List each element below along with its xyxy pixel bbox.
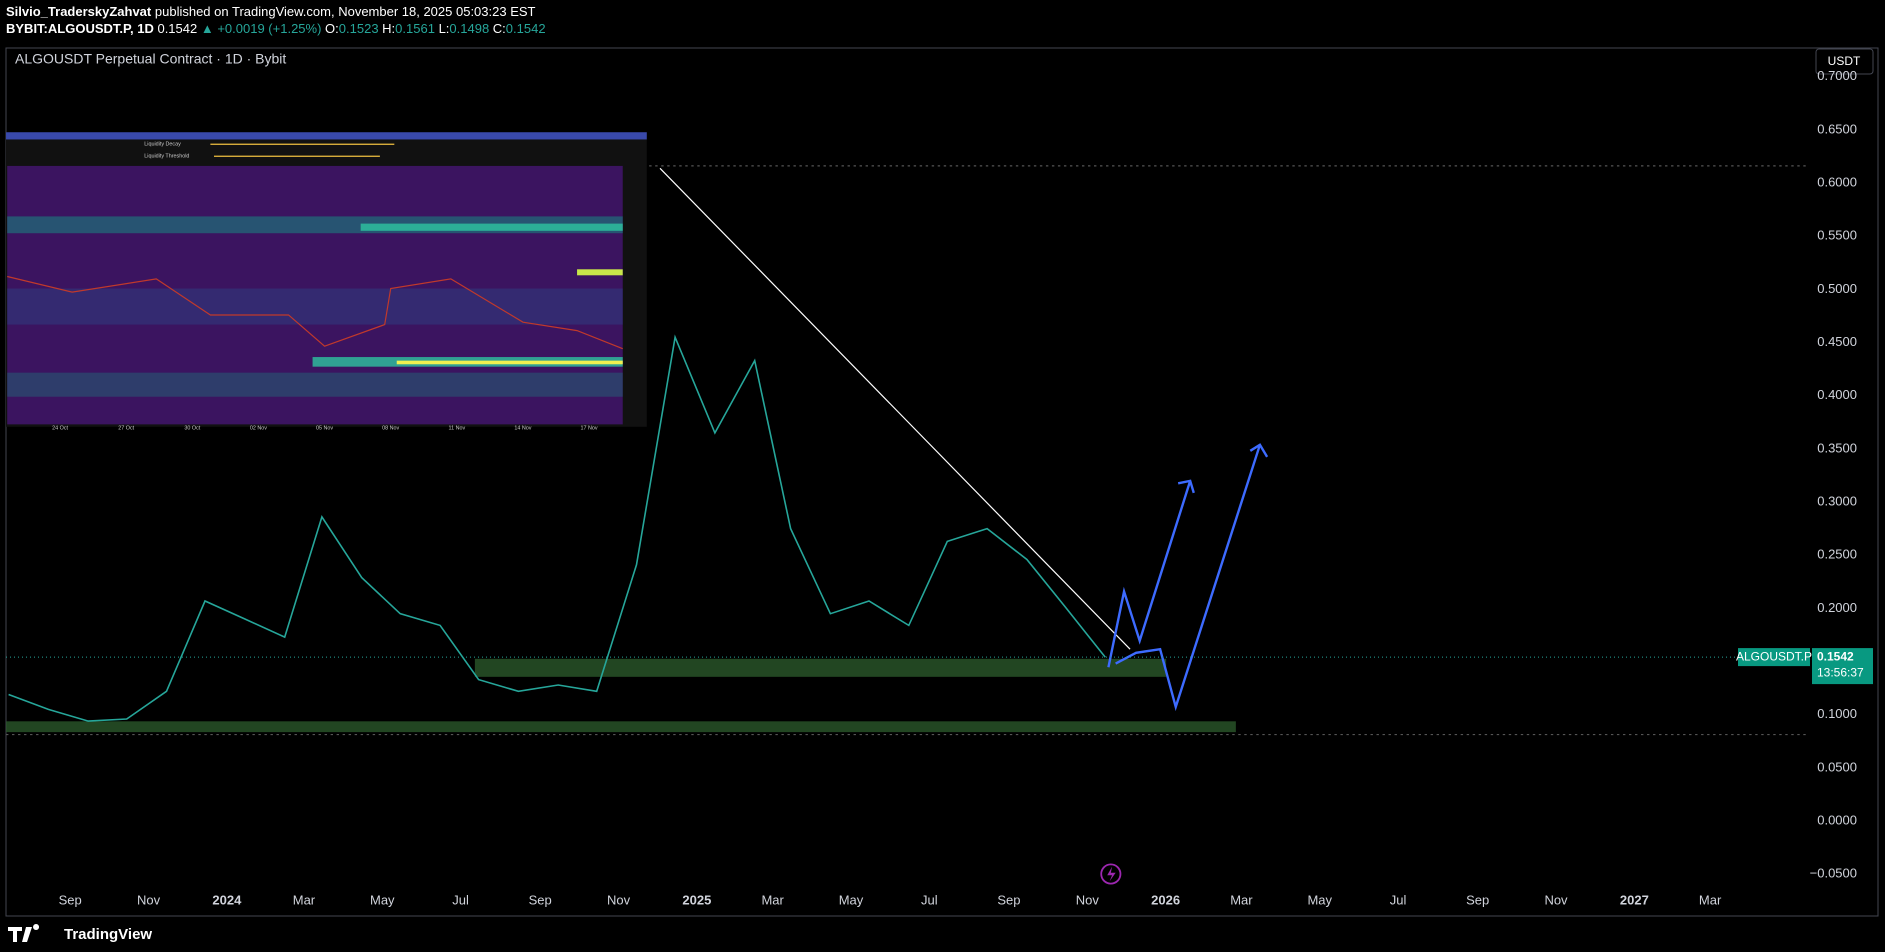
y-tick-label: 0.5500 [1817,228,1857,243]
brand: TradingView [64,926,152,943]
last: 0.1542 [157,21,198,36]
heat-band [360,223,623,231]
arrow-head [1249,443,1269,458]
x-tick-label: Jul [452,892,469,907]
drawings: Liquidity Decay Liquidity Threshold 24 O… [6,132,1810,885]
y-tick-label: 0.2500 [1817,547,1857,562]
y-tick-label: −0.0500 [1810,866,1857,881]
y-tick-label: 0.6500 [1817,121,1857,136]
symbol-tag-text: ALGOUSDT.P [1736,649,1812,663]
x-tick-label: May [370,892,395,907]
x-tick-label: Mar [293,892,316,907]
x-tick-label: Nov [1544,892,1568,907]
inset-date: 08 Nov [382,425,399,431]
event-bolt [1107,866,1116,882]
y-tick-label: 0.1000 [1817,706,1857,721]
inset-control: Liquidity Threshold [144,154,189,160]
price-line [8,334,1106,722]
heatmap [7,165,623,425]
change: ▲ +0.0019 (+1.25%) [200,21,322,36]
l: 0.1498 [449,21,490,36]
heat-band [396,360,623,365]
x-tick-label: 2026 [1151,892,1180,907]
heat-band [7,288,623,325]
projection [1107,480,1192,668]
x-tick-label: May [1307,892,1332,907]
inset-date: 30 Oct [184,425,200,431]
y-tick-label: 0.5000 [1817,281,1857,296]
support-zone [6,721,1236,733]
chart-title: ALGOUSDT Perpetual Contract · 1D · Bybit [15,51,286,67]
inset-date: 24 Oct [52,425,68,431]
inset-date: 11 Nov [448,425,465,431]
countdown: 13:56:37 [1817,665,1864,679]
inset-date: 05 Nov [316,425,333,431]
x-tick-label: 2024 [212,892,242,907]
trendline [659,167,1131,650]
currency[interactable]: USDT [1828,54,1861,68]
inset-date: 14 Nov [514,425,531,431]
x-tick-label: Nov [137,892,161,907]
author[interactable]: Silvio_TraderskyZahvat [6,4,152,19]
o: 0.1523 [338,21,379,36]
y-tick-label: 0.0500 [1817,759,1857,774]
inset-date: 02 Nov [250,425,267,431]
x-tick-label: Nov [1076,892,1100,907]
projection [1115,444,1262,712]
y-tick-label: 0.6000 [1817,174,1857,189]
support-zone [474,658,1167,677]
symbol: BYBIT:ALGOUSDT.P, 1D [6,21,154,36]
y-tick-label: 0.3500 [1817,440,1857,455]
x-tick-label: Nov [607,892,631,907]
c-label: C: [492,21,506,36]
y-tick-label: 0.2000 [1817,600,1857,615]
inset-date: 17 Nov [581,425,598,431]
x-tick-label: Mar [761,892,784,907]
published: published on TradingView.com, November 1… [154,4,536,19]
inset-bar [6,132,647,140]
x-tick-label: May [839,892,864,907]
x-tick-label: Sep [1466,892,1489,907]
x-tick-label: Mar [1230,892,1253,907]
header: Silvio_TraderskyZahvat published on Trad… [6,3,546,37]
x-tick-label: 2025 [682,892,711,907]
x-tick-label: 2027 [1620,892,1649,907]
h: 0.1561 [395,21,435,36]
inset-dates: 24 Oct 27 Oct 30 Oct 02 Nov 05 Nov 08 Nov 11 N… [52,425,598,431]
inset-date: 27 Oct [118,425,134,431]
o-label: O: [325,21,339,36]
h-label: H: [382,21,396,36]
arrow-head [1177,479,1195,494]
y-tick-label: 0.0000 [1817,813,1857,828]
x-tick-label: Mar [1699,892,1722,907]
x-tick-label: Sep [997,892,1020,907]
y-tick-label: 0.7000 [1817,68,1857,83]
inset-control: Liquidity Decay [144,142,181,148]
currency-button[interactable] [1815,48,1874,75]
x-tick-label: Jul [921,892,938,907]
c: 0.1542 [505,21,546,36]
y-tick-label: 0.4500 [1817,334,1857,349]
x-tick-label: Sep [529,892,552,907]
brand-logo [8,924,40,942]
x-tick-label: Sep [59,892,82,907]
inset-price [7,275,623,350]
event-icon[interactable] [1100,863,1122,885]
x-tick-label: Jul [1390,892,1407,907]
heat-band [7,372,623,397]
y-tick-label: 0.3000 [1817,493,1857,508]
l-label: L: [438,21,450,36]
y-tick-label: 0.4000 [1817,387,1857,402]
price-tag-text: 0.1542 [1817,649,1854,663]
price-tag [1812,648,1873,685]
heat-band [577,269,623,276]
symbol-tag [1738,648,1810,667]
pane-border [5,47,1879,917]
